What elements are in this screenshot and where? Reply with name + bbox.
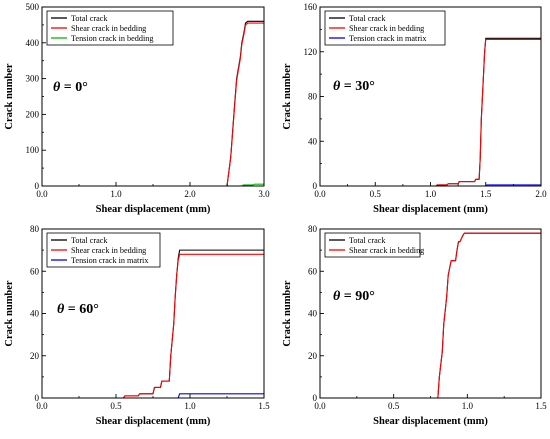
legend-entry: Total crack — [71, 14, 108, 23]
series-lines — [42, 20, 264, 187]
y-tick-label: 160 — [304, 2, 318, 12]
x-tick-label: 2.0 — [184, 189, 196, 199]
x-tick-label: 0.0 — [314, 189, 326, 199]
theta-symbol: θ — [333, 289, 341, 304]
y-tick-label: 20 — [30, 351, 40, 361]
x-axis-label: Shear displacement (mm) — [96, 416, 211, 427]
theta-value: = 0° — [60, 80, 88, 95]
y-tick-label: 500 — [26, 2, 40, 12]
y-axis-label: Crack number — [4, 63, 15, 130]
x-tick-label: 2.0 — [535, 189, 547, 199]
chart-panel-1: 0.0 1.0 2.0 3.0 0 100 200 300 400 500 Shear displa… — [4, 2, 270, 215]
x-tick-label: 1.0 — [425, 189, 437, 199]
legend-box — [46, 10, 174, 46]
y-tick-label: 300 — [26, 74, 40, 84]
x-tick-label: 1.0 — [110, 189, 122, 199]
y-tick-label: 120 — [304, 47, 318, 57]
angle-annotation: θ = 0° — [53, 80, 88, 95]
y-axis-label: Crack number — [282, 63, 293, 130]
theta-symbol: θ — [53, 80, 61, 95]
axis-ticks: 0.0 0.5 1.0 1.5 0 20 40 60 80 — [30, 224, 270, 411]
y-tick-label: 0 — [35, 393, 40, 403]
y-tick-label: 20 — [308, 351, 318, 361]
series-lines — [42, 249, 264, 399]
x-tick-label: 0.5 — [388, 401, 400, 411]
x-tick-label: 1.5 — [480, 189, 492, 199]
y-tick-label: 200 — [26, 109, 40, 119]
y-tick-label: 60 — [308, 266, 318, 276]
x-tick-label: 1.0 — [462, 401, 474, 411]
series-line-2 — [42, 253, 264, 399]
series-line-1 — [42, 249, 264, 399]
angle-annotation: θ = 90° — [333, 289, 375, 304]
legend-entry: Shear crack in bedding — [349, 246, 424, 255]
angle-annotation: θ = 30° — [333, 79, 375, 94]
theta-value: = 60° — [64, 302, 99, 317]
y-tick-label: 100 — [26, 145, 40, 155]
axis-ticks: 0.0 0.5 1.0 1.5 0 20 40 60 80 — [308, 224, 547, 411]
y-tick-label: 40 — [30, 309, 40, 319]
y-tick-label: 0 — [313, 181, 318, 191]
y-tick-label: 80 — [308, 92, 318, 102]
series-lines — [320, 37, 541, 187]
y-tick-label: 0 — [35, 181, 40, 191]
y-axis-label: Crack number — [4, 280, 15, 347]
x-tick-label: 0.5 — [370, 189, 382, 199]
x-tick-label: 3.0 — [258, 189, 270, 199]
legend-entry: Total crack — [71, 236, 108, 245]
series-line-1 — [320, 232, 541, 399]
chart-panel-3: 0.0 0.5 1.0 1.5 0 20 40 60 80 Shear displacement … — [4, 224, 270, 427]
x-axis-label: Shear displacement (mm) — [96, 204, 211, 215]
x-tick-label: 1.5 — [258, 401, 270, 411]
theta-symbol: θ — [57, 302, 65, 317]
legend-entry: Total crack — [349, 14, 386, 23]
legend-entry: Tension crack in bedding — [71, 34, 153, 43]
y-tick-label: 0 — [313, 393, 318, 403]
x-axis-label: Shear displacement (mm) — [373, 204, 488, 215]
legend-entry: Tension crack in matrix — [71, 256, 148, 265]
axis-ticks: 0.0 0.5 1.0 1.5 2.0 0 40 80 120 160 — [304, 2, 548, 199]
legend-entry: Shear crack in bedding — [71, 246, 146, 255]
chart-panel-2: 0.0 0.5 1.0 1.5 2.0 0 40 80 120 160 Shear displace… — [282, 2, 547, 215]
axis-ticks: 0.0 1.0 2.0 3.0 0 100 200 300 400 500 — [26, 2, 271, 199]
x-tick-label: 0.0 — [314, 401, 326, 411]
series-line-2 — [320, 232, 541, 399]
legend-entry: Shear crack in bedding — [349, 24, 424, 33]
theta-value: = 90° — [340, 289, 375, 304]
y-tick-label: 60 — [30, 266, 40, 276]
series-line-1 — [320, 37, 541, 187]
y-tick-label: 40 — [308, 136, 318, 146]
y-tick-label: 40 — [308, 309, 318, 319]
series-lines — [320, 232, 541, 399]
x-tick-label: 0.5 — [110, 401, 122, 411]
angle-annotation: θ = 60° — [57, 302, 99, 317]
theta-value: = 30° — [340, 79, 375, 94]
x-tick-label: 0.0 — [36, 401, 48, 411]
x-tick-label: 0.0 — [36, 189, 48, 199]
chart-panel-4: 0.0 0.5 1.0 1.5 0 20 40 60 80 Shear displacement … — [282, 224, 547, 427]
series-line-2 — [320, 38, 541, 187]
legend-box — [324, 232, 421, 258]
y-axis-label: Crack number — [282, 280, 293, 347]
legend-entry: Tension crack in matrix — [349, 34, 426, 43]
x-tick-label: 1.0 — [184, 401, 196, 411]
y-tick-label: 400 — [26, 38, 40, 48]
legend-entry: Shear crack in bedding — [71, 24, 146, 33]
theta-symbol: θ — [333, 79, 341, 94]
legend-entry: Total crack — [349, 236, 386, 245]
y-tick-label: 80 — [308, 224, 318, 234]
x-axis-label: Shear displacement (mm) — [373, 416, 488, 427]
series-line-2 — [42, 22, 264, 187]
x-tick-label: 1.5 — [535, 401, 547, 411]
y-tick-label: 80 — [30, 224, 40, 234]
